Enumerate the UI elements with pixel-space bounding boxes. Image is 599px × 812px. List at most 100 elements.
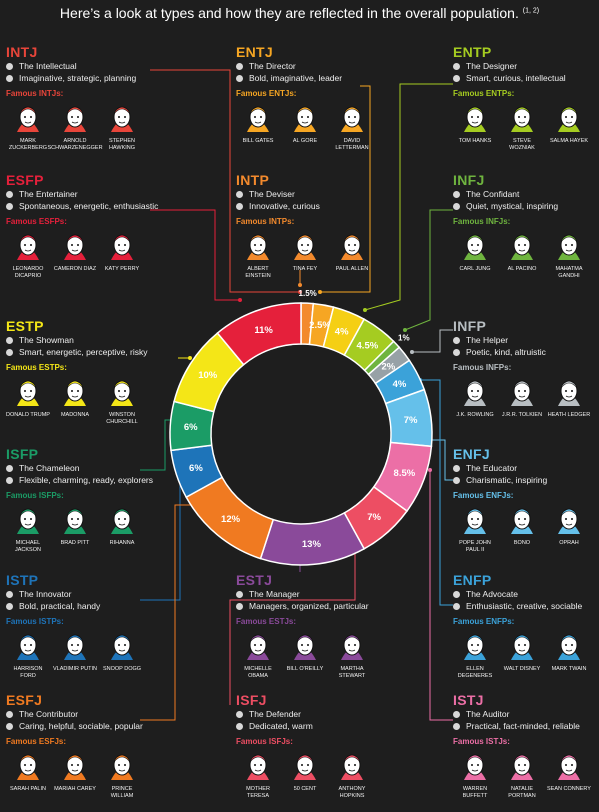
famous-person-name: MARIAH CAREY xyxy=(54,786,96,792)
type-card-esfp: ESFP The Entertainer Spontaneous, energe… xyxy=(6,172,176,292)
type-traits-row: Imaginative, strategic, planning xyxy=(6,72,176,84)
famous-person-name: ELLEN DEGENERES xyxy=(457,666,493,679)
type-title-row: The Manager xyxy=(236,588,406,600)
slice-label-infj: 1% xyxy=(398,333,410,342)
portrait-icon xyxy=(17,106,39,132)
type-traits-row: Enthusiastic, creative, sociable xyxy=(453,600,599,612)
famous-person-name: SNOOP DOGG xyxy=(102,666,142,672)
type-code: ESTJ xyxy=(236,572,273,588)
famous-label: Famous ISFJs: xyxy=(236,737,293,746)
portrait-icon xyxy=(511,106,533,132)
bullet-icon xyxy=(453,74,460,82)
portrait-icon xyxy=(558,634,580,660)
type-card-intp: INTP The Deviser Innovative, curious Fam… xyxy=(236,172,406,292)
famous-label: Famous INTPs: xyxy=(236,217,295,226)
famous-label: Famous ENTJs: xyxy=(236,89,297,98)
type-card-entp: ENTP The Designer Smart, curious, intell… xyxy=(453,44,599,164)
famous-people: MOTHER TERESA 50 CENT ANTHONY HOPKINS xyxy=(236,750,406,799)
bullet-icon xyxy=(453,202,460,210)
type-traits: Smart, energetic, perceptive, risky xyxy=(19,347,148,357)
type-traits-row: Smart, energetic, perceptive, risky xyxy=(6,346,176,358)
type-traits-row: Innovative, curious xyxy=(236,200,406,212)
portrait-icon xyxy=(464,634,486,660)
famous-person: CARL JUNG xyxy=(453,230,497,279)
type-title: The Contributor xyxy=(19,709,79,719)
portrait-icon xyxy=(464,234,486,260)
famous-label: Famous ENFPs: xyxy=(453,617,515,626)
famous-person-name: ARNOLD SCHWARZENEGGER xyxy=(47,138,103,151)
type-card-enfp: ENFP The Advocate Enthusiastic, creative… xyxy=(453,572,599,692)
bullet-icon xyxy=(236,190,243,198)
famous-person-name: BONO xyxy=(513,540,531,546)
type-title-row: The Innovator xyxy=(6,588,176,600)
type-code: ENTJ xyxy=(236,44,273,60)
famous-person-name: WARREN BUFFETT xyxy=(462,786,488,799)
famous-person-name: SEAN CONNERY xyxy=(547,786,591,792)
portrait-icon xyxy=(341,754,363,780)
famous-person: KATY PERRY xyxy=(100,230,144,279)
famous-person: HARRISON FORD xyxy=(6,630,50,679)
famous-person: SNOOP DOGG xyxy=(100,630,144,679)
type-traits: Flexible, charming, ready, explorers xyxy=(19,475,154,485)
type-title-row: The Intellectual xyxy=(6,60,176,72)
famous-person: BRAD PITT xyxy=(53,504,97,553)
type-title: The Defender xyxy=(249,709,301,719)
type-title: The Intellectual xyxy=(19,61,77,71)
bullet-icon xyxy=(453,348,460,356)
famous-person: MADONNA xyxy=(53,376,97,425)
slice-label-esfj: 12% xyxy=(221,514,241,525)
famous-person-name: NATALIE PORTMAN xyxy=(508,786,536,799)
type-traits: Charismatic, inspiring xyxy=(466,475,548,485)
type-title-row: The Confidant xyxy=(453,188,599,200)
donut-hole xyxy=(212,345,390,523)
famous-person: ARNOLD SCHWARZENEGGER xyxy=(47,102,103,151)
famous-person: J.R.R. TOLKIEN xyxy=(500,376,544,419)
portrait-icon xyxy=(511,634,533,660)
bullet-icon xyxy=(6,722,13,730)
portrait-icon xyxy=(111,634,133,660)
type-code: INTJ xyxy=(6,44,38,60)
famous-person-name: MARTHA STEWART xyxy=(338,666,366,679)
famous-person: AL GORE xyxy=(283,102,327,151)
famous-person-name: WALT DISNEY xyxy=(503,666,541,672)
famous-person-name: BILL GATES xyxy=(242,138,274,144)
famous-people: HARRISON FORD VLADIMIR PUTIN SNOOP DOGG xyxy=(6,630,176,679)
portrait-icon xyxy=(294,754,316,780)
type-card-infj: INFJ The Confidant Quiet, mystical, insp… xyxy=(453,172,599,292)
famous-person: TOM HANKS xyxy=(453,102,497,151)
slice-label-isfj: 7% xyxy=(367,512,381,523)
famous-people: MICHELLE OBAMA BILL O'REILLY MARTHA STEW… xyxy=(236,630,406,679)
bullet-icon xyxy=(6,190,13,198)
type-title: The Educator xyxy=(466,463,518,473)
famous-person: MAHATMA GANDHI xyxy=(547,230,591,279)
type-title-row: The Deviser xyxy=(236,188,406,200)
famous-person: MARK TWAIN xyxy=(547,630,591,679)
famous-person: AL PACINO xyxy=(500,230,544,279)
type-code: INFP xyxy=(453,318,487,334)
famous-person: OPRAH xyxy=(547,504,591,553)
portrait-icon xyxy=(64,508,86,534)
type-traits: Innovative, curious xyxy=(249,201,320,211)
famous-person-name: MAHATMA GANDHI xyxy=(555,266,583,279)
portrait-icon xyxy=(17,634,39,660)
type-card-intj: INTJ The Intellectual Imaginative, strat… xyxy=(6,44,176,164)
bullet-icon xyxy=(236,590,243,598)
famous-person-name: STEPHEN HAWKING xyxy=(108,138,136,151)
famous-person: MARK ZUCKERBERG xyxy=(6,102,50,151)
portrait-icon xyxy=(247,634,269,660)
slice-label-istj: 8.5% xyxy=(394,468,416,479)
famous-person: MICHELLE OBAMA xyxy=(236,630,280,679)
slice-label-entj: 1.5% xyxy=(299,289,317,298)
famous-person-name: SARAH PALIN xyxy=(10,786,46,792)
famous-person: PAUL ALLEN xyxy=(330,230,374,279)
famous-person: ELLEN DEGENERES xyxy=(453,630,497,679)
portrait-icon xyxy=(17,234,39,260)
famous-label: Famous ESFJs: xyxy=(6,737,67,746)
type-traits-row: Flexible, charming, ready, explorers xyxy=(6,474,176,486)
famous-person: SARAH PALIN xyxy=(6,750,50,799)
type-title-row: The Advocate xyxy=(453,588,599,600)
famous-person: ANTHONY HOPKINS xyxy=(330,750,374,799)
bullet-icon xyxy=(6,348,13,356)
portrait-icon xyxy=(341,634,363,660)
